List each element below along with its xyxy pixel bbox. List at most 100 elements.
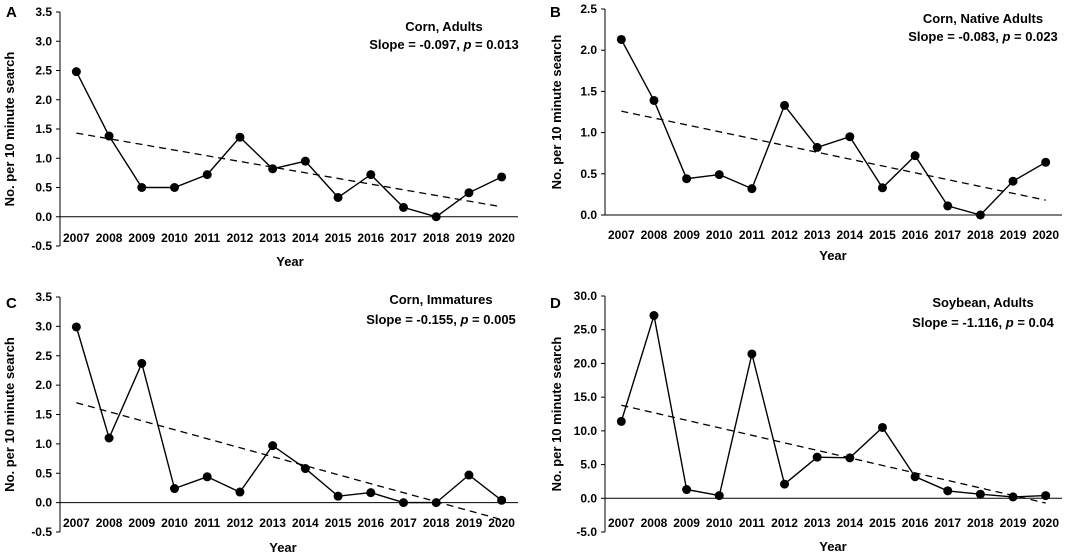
- x-tick-label: 2011: [739, 516, 765, 530]
- trend-line: [76, 402, 502, 521]
- y-axis-title: No. per 10 minute search: [2, 52, 17, 207]
- slope-annotation: Slope = -0.083, p = 0.023: [908, 29, 1058, 44]
- x-tick-label: 2007: [608, 516, 635, 530]
- slope-text: Slope = -0.083,: [908, 29, 1002, 44]
- data-point-2011: [202, 170, 212, 180]
- p-symbol: p: [1005, 315, 1014, 330]
- x-tick-label: 2015: [325, 516, 352, 530]
- p-value: = 0.04: [1014, 315, 1055, 330]
- y-tick-label: 1.5: [35, 408, 52, 422]
- x-tick-label: 2019: [1000, 228, 1027, 242]
- y-tick-label: 0.0: [35, 210, 52, 224]
- x-tick-label: 2015: [869, 228, 896, 242]
- series-line: [620, 315, 1046, 498]
- data-point-2014: [845, 132, 855, 142]
- x-tick-label: 2007: [608, 228, 635, 242]
- data-point-2015: [877, 183, 887, 193]
- slope-text: Slope = -0.155,: [366, 312, 460, 327]
- data-point-2012: [780, 479, 790, 489]
- data-point-2010: [170, 183, 179, 192]
- data-point-2018: [431, 212, 441, 222]
- y-tick-label: 1.5: [580, 84, 597, 98]
- x-tick-label: 2017: [934, 228, 961, 242]
- series-line: [75, 326, 503, 504]
- y-tick-label: 10.0: [574, 424, 598, 438]
- x-tick-label: 2012: [771, 516, 798, 530]
- x-tick-label: 2020: [1032, 516, 1059, 530]
- y-tick-label: 5.0: [580, 458, 597, 472]
- data-point-2011: [747, 349, 757, 359]
- data-point-2020: [497, 172, 507, 182]
- series-line: [75, 71, 502, 218]
- y-tick-label: 0.0: [580, 491, 597, 505]
- p-symbol: p: [462, 37, 471, 52]
- data-point-2013: [812, 452, 822, 462]
- data-point-2014: [300, 464, 310, 474]
- y-tick-label: 3.5: [35, 290, 52, 304]
- x-tick-label: 2020: [488, 516, 515, 530]
- data-point-2015: [877, 422, 887, 432]
- y-tick-label: 2.5: [35, 64, 52, 78]
- x-tick-label: 2019: [1000, 516, 1027, 530]
- slope-annotation: Slope = -0.097, p = 0.013: [369, 37, 519, 52]
- x-tick-label: 2018: [423, 231, 450, 245]
- x-tick-label: 2012: [771, 228, 798, 242]
- data-point-2014: [845, 453, 855, 463]
- data-point-2017: [399, 498, 408, 508]
- y-tick-label: 15.0: [574, 390, 598, 404]
- x-tick-label: 2007: [63, 516, 90, 530]
- data-point-2007: [71, 322, 81, 332]
- x-tick-label: 2016: [357, 231, 384, 245]
- x-tick-label: 2010: [706, 228, 733, 242]
- y-tick-label: -0.5: [31, 239, 52, 253]
- data-point-2015: [333, 192, 343, 202]
- x-tick-label: 2013: [259, 231, 286, 245]
- x-axis-title: Year: [276, 254, 303, 269]
- x-tick-label: 2010: [161, 231, 188, 245]
- panel-c: C -0.5 0.0 0.5 1.0 1.5 2.0 2.5 3.0 3.5 2007 2008 200…: [2, 290, 518, 555]
- data-point-2007: [616, 416, 626, 426]
- panel-letter: D: [550, 295, 561, 312]
- y-axis-title: No. per 10 minute search: [2, 337, 17, 492]
- chart-title: Soybean, Adults: [932, 295, 1033, 310]
- data-point-2017: [943, 486, 953, 496]
- x-tick-label: 2011: [739, 228, 765, 242]
- panel-letter: A: [6, 4, 17, 21]
- data-point-2018: [975, 210, 985, 220]
- y-tick-label: 30.0: [574, 289, 598, 303]
- data-point-2017: [399, 202, 408, 212]
- x-tick-label: 2009: [673, 228, 700, 242]
- data-point-2017: [943, 201, 953, 211]
- x-tick-label: 2014: [836, 228, 863, 242]
- data-point-2019: [464, 470, 474, 480]
- panel-a: A -0.5 0.0 0.5 1.0 1.5 2.0 2.5 3.0 3.5 2007 2008 200…: [2, 4, 519, 269]
- data-point-2007: [616, 34, 626, 44]
- data-point-2012: [235, 132, 245, 142]
- data-point-2013: [812, 142, 822, 152]
- data-point-2007: [71, 67, 81, 77]
- y-tick-label: -0.5: [31, 525, 52, 539]
- trend-line: [621, 110, 1046, 201]
- y-axis-title: No. per 10 minute search: [549, 337, 564, 492]
- x-tick-label: 2008: [641, 228, 668, 242]
- data-point-2011: [747, 184, 757, 194]
- slope-annotation: Slope = -0.155, p = 0.005: [366, 312, 516, 327]
- data-point-2009: [682, 174, 692, 184]
- x-tick-label: 2008: [641, 516, 668, 530]
- x-tick-label: 2010: [706, 516, 733, 530]
- data-point-2019: [1008, 492, 1018, 502]
- data-point-2010: [170, 484, 179, 494]
- x-tick-label: 2016: [902, 516, 929, 530]
- x-tick-label: 2008: [96, 516, 123, 530]
- data-point-2018: [431, 498, 441, 508]
- trend-line: [76, 132, 502, 208]
- x-tick-label: 2013: [804, 228, 831, 242]
- data-point-2008: [649, 311, 659, 321]
- x-tick-label: 2013: [259, 516, 286, 530]
- y-tick-label: 2.0: [580, 43, 597, 57]
- data-point-2015: [333, 491, 343, 501]
- chart-title: Corn, Native Adults: [923, 11, 1043, 26]
- x-tick-label: 2018: [423, 516, 450, 530]
- y-tick-label: 3.5: [35, 5, 52, 19]
- data-point-2016: [910, 151, 920, 161]
